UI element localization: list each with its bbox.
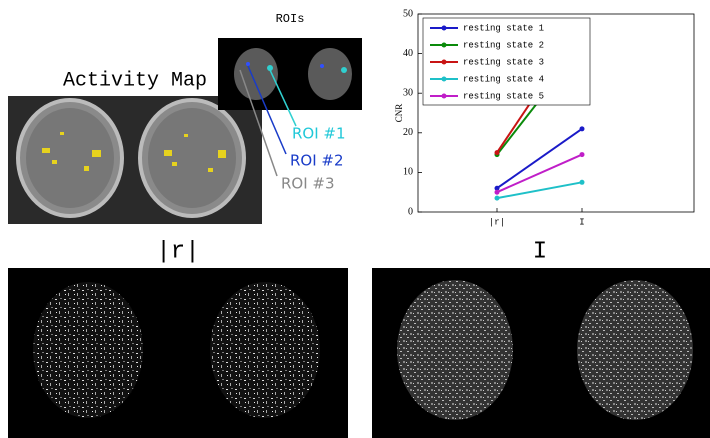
y-axis-label: CNR: [394, 104, 404, 123]
column-label: I: [533, 238, 547, 265]
point: [495, 190, 500, 195]
roi-label: ROI #3: [281, 175, 335, 193]
brain: [577, 280, 693, 420]
legend-marker: [442, 43, 447, 48]
legend-label: resting state 2: [463, 40, 544, 50]
brain: [33, 282, 143, 418]
figure: Activity Map ROIs ROI #1 ROI #2 ROI #3 C…: [0, 0, 710, 438]
panel-title: Activity Map: [63, 69, 207, 92]
x-tick-label: I: [579, 217, 584, 227]
legend-marker: [442, 77, 447, 82]
y-tick-label: 10: [403, 167, 413, 178]
legend-marker: [442, 26, 447, 31]
point: [580, 126, 585, 131]
point: [495, 150, 500, 155]
y-tick-label: 0: [408, 206, 413, 217]
legend-label: resting state 3: [463, 57, 544, 67]
point: [580, 152, 585, 157]
panel-title: ROIs: [276, 12, 305, 26]
x-tick-label: |r|: [489, 217, 505, 227]
legend-marker: [442, 94, 447, 99]
point: [495, 196, 500, 201]
y-tick-label: 20: [403, 127, 413, 138]
y-tick-label: 40: [403, 48, 413, 59]
brain: [210, 282, 320, 418]
legend-label: resting state 1: [463, 23, 544, 33]
point: [580, 180, 585, 185]
roi-label: ROI #1: [292, 125, 346, 143]
y-tick-label: 50: [403, 8, 413, 19]
legend-marker: [442, 60, 447, 65]
column-label: |r|: [156, 238, 199, 265]
roi-label: ROI #2: [290, 152, 344, 170]
legend-label: resting state 5: [463, 91, 544, 101]
legend-label: resting state 4: [463, 74, 544, 84]
y-tick-label: 30: [403, 87, 413, 98]
brain: [397, 280, 513, 420]
